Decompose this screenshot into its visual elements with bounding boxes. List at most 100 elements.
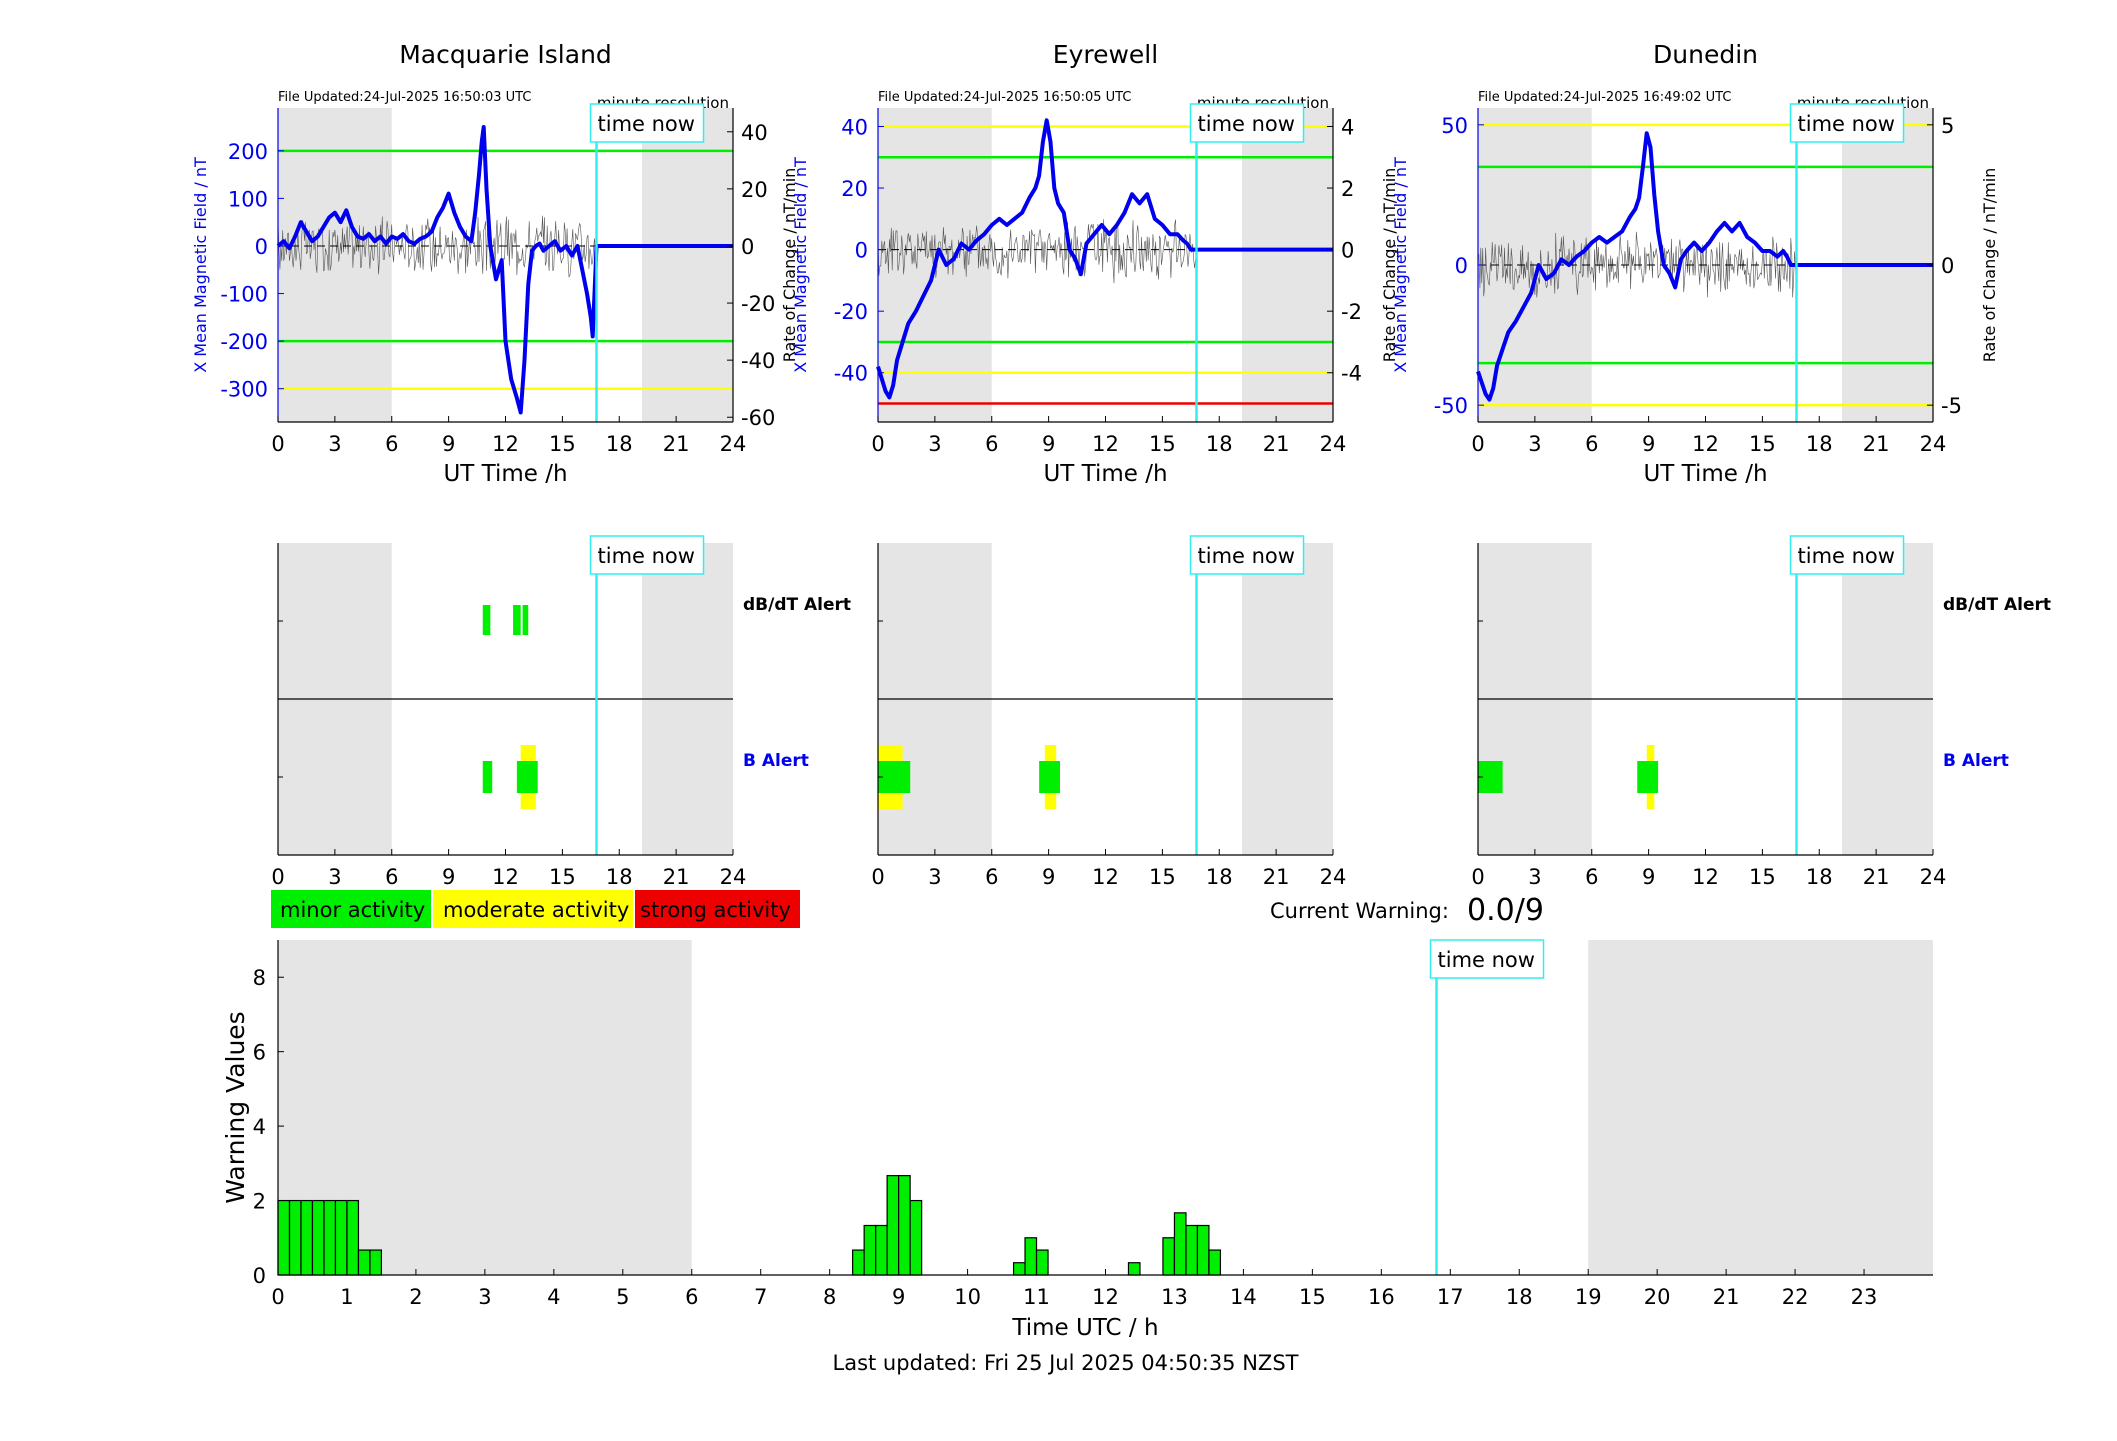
panel-0-xtick-label-2: 6 — [385, 432, 398, 456]
panel-2-y2tick-label-0: 5 — [1941, 114, 1954, 138]
panel-0-night-shade-1 — [642, 108, 733, 422]
panel-2-b-alert-label: B Alert — [1943, 751, 2009, 771]
panel-1-alert-xtick-label-1: 3 — [928, 865, 941, 889]
panel-2-alert-time-now-box — [1789, 535, 1905, 575]
panel-0-xtick-label-0: 0 — [271, 432, 284, 456]
panel-2-alert-xtick-label-1: 3 — [1528, 865, 1541, 889]
panel-0-alert-xtick-label-4: 12 — [492, 865, 519, 889]
panel-1-xtick-label-8: 24 — [1320, 432, 1347, 456]
warning-ytick-label-2: 4 — [253, 1115, 266, 1139]
panel-2-xtick-label-7: 21 — [1863, 432, 1890, 456]
warning-xtick-label-11: 11 — [1023, 1285, 1050, 1309]
warning-bar-2 — [300, 1199, 314, 1276]
panel-0-b-alert-bar-2 — [516, 761, 538, 793]
panel-1-b-alert-bar-3 — [1039, 761, 1060, 793]
panel-2-xtick-label-4: 12 — [1692, 432, 1719, 456]
warning-xtick-label-10: 10 — [954, 1285, 981, 1309]
panel-2-alert-xtick-label-5: 15 — [1749, 865, 1776, 889]
panel-2-field-series — [1476, 131, 1933, 402]
panel-0-ylabel-right: Rate of Change / nT/min — [780, 168, 799, 363]
panel-2-xtick-label-3: 9 — [1642, 432, 1655, 456]
panel-1-alert-xtick-label-5: 15 — [1149, 865, 1176, 889]
panel-2-alert-time-now-label: time now — [1798, 544, 1895, 568]
panel-0-y2tick-label-0: 40 — [741, 121, 768, 145]
panel-2-b-alert-bar-2 — [1637, 761, 1659, 793]
panel-1-xtick-label-2: 6 — [985, 432, 998, 456]
panel-0-alert-xtick-label-6: 18 — [606, 865, 633, 889]
panel-0-title: Macquarie Island — [399, 40, 612, 69]
panel-1-field-series — [876, 118, 1333, 400]
legend-strong-swatch — [635, 890, 800, 928]
panel-1-y2tick-label-1: 2 — [1341, 177, 1354, 201]
panel-1-ytick-label-4: -40 — [834, 362, 868, 386]
panel-2-xtick-label-8: 24 — [1920, 432, 1947, 456]
warning-ytick-label-0: 0 — [253, 1264, 266, 1288]
warning-xtick-label-18: 18 — [1506, 1285, 1533, 1309]
warning-bar-4 — [323, 1199, 337, 1276]
panel-1-top-time-now-label: time now — [1198, 112, 1295, 136]
warning-xtick-label-7: 7 — [754, 1285, 767, 1309]
warning-xtick-label-9: 9 — [892, 1285, 905, 1309]
panel-0-ytick-label-3: -100 — [220, 283, 268, 307]
panel-1-ylabel-left: X Mean Magnetic Field / nT — [791, 157, 810, 373]
warning-xtick-label-6: 6 — [685, 1285, 698, 1309]
warning-xtick-label-0: 0 — [271, 1285, 284, 1309]
panel-2-alert-xtick-label-3: 9 — [1642, 865, 1655, 889]
warning-bar-11 — [875, 1224, 888, 1276]
panel-0-field-series — [276, 125, 733, 415]
panel-1-xtick-label-6: 18 — [1206, 432, 1233, 456]
warning-night-shade-1 — [1588, 940, 1933, 1275]
warning-ytick-label-3: 6 — [253, 1041, 266, 1065]
panel-1-top-time-now-box — [1189, 103, 1305, 143]
panel-1-ytick-label-1: 20 — [841, 177, 868, 201]
panel-0-xtick-label-1: 3 — [328, 432, 341, 456]
panel-1-alert-xtick-label-6: 18 — [1206, 865, 1233, 889]
warning-xtick-label-3: 3 — [478, 1285, 491, 1309]
panel-2-alert-xtick-label-4: 12 — [1692, 865, 1719, 889]
panel-0-ytick-label-2: 0 — [255, 235, 268, 259]
panel-1-alert-xtick-label-3: 9 — [1042, 865, 1055, 889]
panel-2-xlabel: UT Time /h — [1643, 461, 1767, 487]
panel-2-file-updated: File Updated:24-Jul-2025 16:49:02 UTC — [1478, 90, 1731, 105]
warning-bar-3 — [311, 1199, 325, 1276]
panel-2-xtick-label-6: 18 — [1806, 432, 1833, 456]
panel-1-rate-trace — [877, 219, 1196, 284]
legend-strong-label: strong activity — [640, 898, 791, 922]
panel-1-y2tick-label-4: -4 — [1341, 362, 1362, 386]
warning-bar-17 — [1035, 1249, 1049, 1276]
panel-2-alert-xtick-label-7: 21 — [1863, 865, 1890, 889]
panel-0-ytick-label-0: 200 — [228, 140, 268, 164]
panel-2-xtick-label-2: 6 — [1585, 432, 1598, 456]
panel-0: Macquarie Island File Updated:24-Jul-2025… — [191, 40, 851, 889]
panel-0-alert-xtick-label-7: 21 — [663, 865, 690, 889]
panel-0-alert-xtick-label-2: 6 — [385, 865, 398, 889]
panel-1-alert-xtick-label-4: 12 — [1092, 865, 1119, 889]
panel-1-alert-xtick-label-0: 0 — [871, 865, 884, 889]
panel-1-xtick-label-4: 12 — [1092, 432, 1119, 456]
warning-xtick-label-4: 4 — [547, 1285, 560, 1309]
panel-0-y2tick-label-3: -20 — [741, 292, 775, 316]
warning-bar-7 — [357, 1249, 371, 1276]
panel-0-y2tick-label-4: -40 — [741, 349, 775, 373]
panel-1-file-updated: File Updated:24-Jul-2025 16:50:05 UTC — [878, 90, 1131, 105]
last-updated-footer: Last updated: Fri 25 Jul 2025 04:50:35 N… — [833, 1351, 1299, 1375]
panel-2-title: Dunedin — [1653, 40, 1758, 69]
warning-xtick-label-22: 22 — [1782, 1285, 1809, 1309]
panel-0-xtick-label-4: 12 — [492, 432, 519, 456]
warning-bar-23 — [1208, 1249, 1222, 1276]
warning-xtick-label-20: 20 — [1644, 1285, 1671, 1309]
panel-2-ytick-label-2: -50 — [1434, 394, 1468, 418]
panel-0-xtick-label-5: 15 — [549, 432, 576, 456]
warning-bar-14 — [909, 1199, 923, 1276]
panel-0-b-alert-bar-0 — [482, 761, 493, 793]
panel-2-db-alert-label: dB/dT Alert — [1943, 595, 2051, 615]
panel-1-ytick-label-2: 0 — [855, 239, 868, 263]
panel-1-alert-xtick-label-7: 21 — [1263, 865, 1290, 889]
warning-ytick-label-1: 2 — [253, 1190, 266, 1214]
panel-1-ylabel-right: Rate of Change / nT/min — [1380, 168, 1399, 363]
warning-bar-5 — [334, 1199, 348, 1276]
warning-xtick-label-1: 1 — [340, 1285, 353, 1309]
warning-xlabel: Time UTC / h — [1011, 1315, 1158, 1341]
